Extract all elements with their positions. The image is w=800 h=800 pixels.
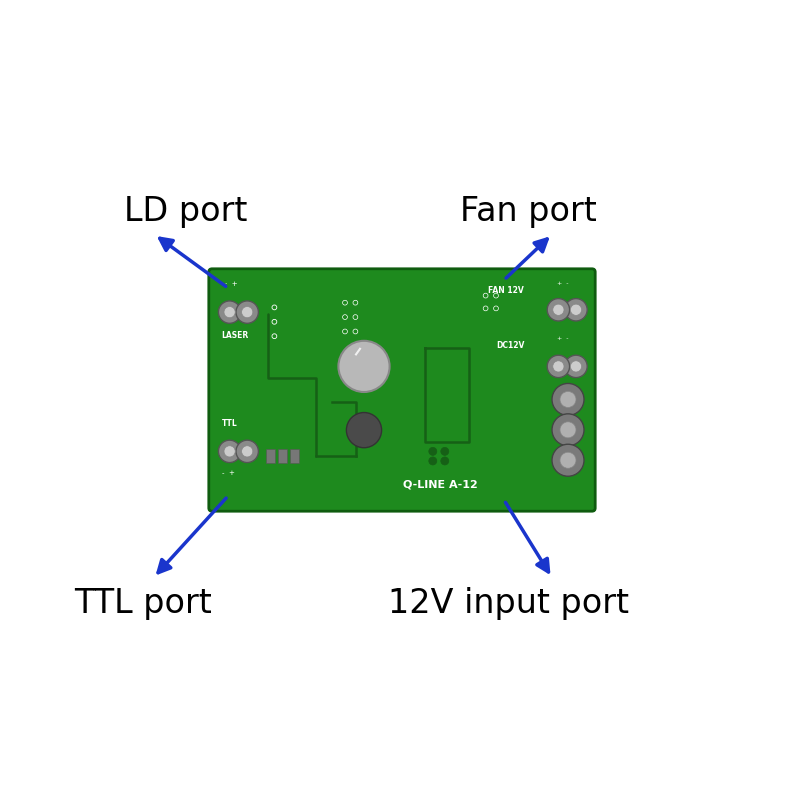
Text: 12V input port: 12V input port: [388, 587, 629, 621]
Circle shape: [441, 457, 449, 465]
Circle shape: [483, 293, 488, 298]
Text: FAN 12V: FAN 12V: [488, 286, 524, 295]
Circle shape: [565, 298, 587, 321]
Circle shape: [429, 447, 437, 455]
Circle shape: [346, 413, 382, 448]
Circle shape: [552, 414, 584, 446]
Circle shape: [272, 319, 277, 324]
Circle shape: [342, 314, 347, 319]
Circle shape: [560, 422, 576, 438]
Circle shape: [236, 301, 258, 323]
Text: DC12V: DC12V: [496, 341, 524, 350]
Circle shape: [218, 301, 241, 323]
Circle shape: [338, 341, 390, 392]
Circle shape: [353, 314, 358, 319]
Circle shape: [553, 304, 564, 315]
Circle shape: [242, 446, 253, 457]
Circle shape: [272, 334, 277, 338]
Circle shape: [353, 300, 358, 305]
Bar: [278, 449, 287, 463]
Circle shape: [224, 446, 235, 457]
Circle shape: [272, 305, 277, 310]
Circle shape: [494, 306, 498, 310]
Circle shape: [353, 329, 358, 334]
Circle shape: [560, 391, 576, 407]
Text: TTL: TTL: [222, 418, 238, 427]
Circle shape: [483, 306, 488, 310]
Circle shape: [429, 457, 437, 465]
Circle shape: [547, 298, 570, 321]
Circle shape: [441, 447, 449, 455]
Circle shape: [570, 361, 582, 372]
Circle shape: [342, 300, 347, 305]
Circle shape: [218, 440, 241, 462]
Text: Fan port: Fan port: [460, 195, 597, 229]
Text: +  -: + -: [557, 335, 568, 341]
Text: Q-LINE A-12: Q-LINE A-12: [402, 479, 478, 490]
Text: ·  +: · +: [225, 281, 238, 286]
Text: TTL port: TTL port: [74, 587, 212, 621]
Circle shape: [236, 440, 258, 462]
Circle shape: [494, 293, 498, 298]
Circle shape: [342, 329, 347, 334]
Circle shape: [547, 355, 570, 378]
FancyBboxPatch shape: [209, 269, 595, 511]
Circle shape: [560, 452, 576, 468]
Text: LD port: LD port: [124, 195, 247, 229]
Text: +  -: + -: [557, 282, 568, 286]
Circle shape: [565, 355, 587, 378]
Circle shape: [224, 306, 235, 318]
Circle shape: [553, 361, 564, 372]
Text: LASER: LASER: [222, 331, 249, 340]
Bar: [266, 449, 275, 463]
Circle shape: [552, 383, 584, 415]
Text: -  +: - +: [222, 470, 234, 475]
Circle shape: [552, 444, 584, 476]
Circle shape: [570, 304, 582, 315]
Circle shape: [242, 306, 253, 318]
Bar: [290, 449, 299, 463]
